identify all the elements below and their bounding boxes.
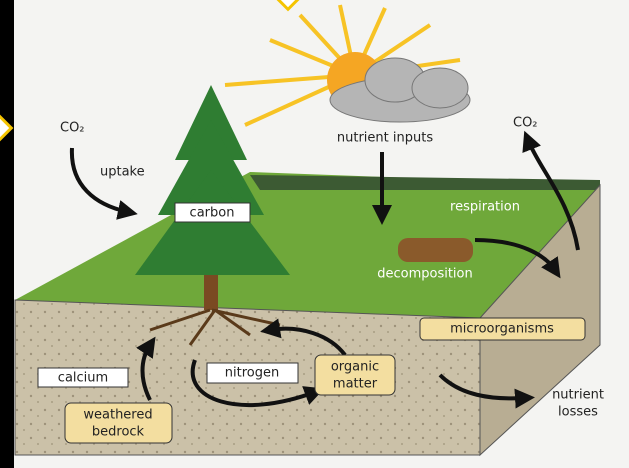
organic-matter-label: organic [331, 360, 379, 375]
co2-label: CO₂ [60, 121, 85, 136]
respiration-label: respiration [450, 200, 520, 215]
nitrogen-label: nitrogen [225, 366, 279, 381]
weathered-bedrock-label: bedrock [92, 425, 145, 440]
diagram: CO₂ uptake carbon nutrient inputs CO₂ re… [0, 0, 629, 468]
co2-label: CO₂ [513, 116, 538, 131]
tree-trunk [204, 270, 218, 310]
nutrient-losses-label: losses [558, 405, 598, 420]
uptake-label: uptake [100, 165, 145, 180]
weathered-bedrock-label: weathered [83, 408, 152, 423]
nutrient-inputs-label: nutrient inputs [337, 131, 433, 146]
organic-matter-label: matter [333, 377, 378, 392]
carbon-label: carbon [190, 206, 235, 221]
log [398, 238, 473, 262]
calcium-label: calcium [58, 371, 108, 386]
marker [0, 117, 11, 140]
decomposition-label: decomposition [377, 267, 473, 282]
nutrient-losses-label: nutrient [552, 388, 604, 403]
microorganisms-label: microorganisms [450, 322, 554, 337]
